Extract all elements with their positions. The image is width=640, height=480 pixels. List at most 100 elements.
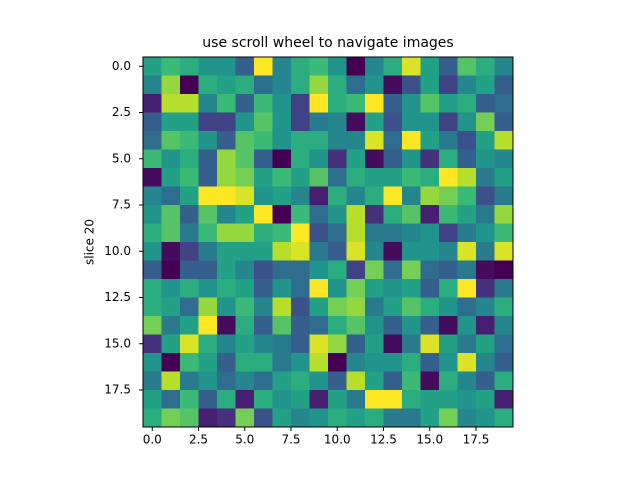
heatmap-cell	[217, 112, 236, 132]
heatmap-cell	[291, 353, 310, 372]
heatmap-cell	[328, 75, 347, 95]
heatmap-cell	[217, 57, 236, 76]
heatmap-cell	[180, 112, 199, 132]
heatmap-cell	[180, 131, 199, 150]
heatmap-cell	[291, 316, 310, 335]
heatmap-cell	[291, 242, 310, 261]
heatmap-cell	[309, 371, 329, 391]
heatmap-cell	[161, 334, 181, 354]
heatmap-cell	[328, 353, 347, 372]
heatmap-cell	[476, 149, 495, 169]
heatmap-cell	[439, 94, 458, 113]
heatmap-cell	[328, 131, 347, 150]
heatmap-cell	[402, 168, 421, 187]
heatmap-cell	[457, 94, 477, 113]
heatmap-cell	[309, 242, 329, 261]
heatmap-cell	[235, 94, 255, 113]
heatmap-cell	[198, 334, 218, 354]
heatmap-cell	[180, 75, 199, 95]
heatmap-cell	[494, 316, 514, 335]
heatmap-cell	[143, 223, 162, 243]
heatmap-cell	[291, 223, 310, 243]
heatmap-cell	[439, 297, 458, 317]
heatmap-cell	[291, 390, 310, 409]
heatmap-cell	[180, 149, 199, 169]
plot-frame	[142, 56, 514, 428]
heatmap-cell	[254, 260, 273, 280]
heatmap-cell	[420, 316, 440, 335]
heatmap-cell	[143, 112, 162, 132]
heatmap-cell	[180, 408, 199, 428]
heatmap-cell	[254, 316, 273, 335]
heatmap-cell	[235, 149, 255, 169]
heatmap-cell	[309, 57, 329, 76]
heatmap-cell	[402, 316, 421, 335]
heatmap-cell	[383, 168, 403, 187]
x-tick-label: 10.0	[324, 433, 351, 447]
heatmap-cell	[383, 205, 403, 224]
heatmap-cell	[254, 75, 273, 95]
heatmap-cell	[254, 149, 273, 169]
heatmap-cell	[217, 168, 236, 187]
heatmap-cell	[402, 131, 421, 150]
heatmap-cell	[143, 408, 162, 428]
heatmap-cell	[198, 112, 218, 132]
heatmap-cell	[346, 371, 366, 391]
y-tick-label: 17.5	[104, 383, 131, 397]
heatmap-cell	[346, 149, 366, 169]
heatmap-cell	[254, 131, 273, 150]
heatmap-cell	[217, 75, 236, 95]
heatmap-cell	[346, 168, 366, 187]
heatmap-cell	[235, 242, 255, 261]
heatmap-cell	[143, 94, 162, 113]
heatmap-cell	[476, 57, 495, 76]
heatmap-cell	[143, 297, 162, 317]
heatmap-cell	[309, 186, 329, 206]
heatmap-cell	[328, 390, 347, 409]
heatmap-cell	[365, 94, 384, 113]
x-tick-label: 2.5	[189, 433, 208, 447]
heatmap-cell	[494, 260, 514, 280]
heatmap-cell	[328, 112, 347, 132]
heatmap-cell	[235, 131, 255, 150]
heatmap-cell	[328, 94, 347, 113]
heatmap-cell	[198, 75, 218, 95]
heatmap-cell	[217, 390, 236, 409]
heatmap-cell	[143, 279, 162, 298]
heatmap-cell	[272, 297, 292, 317]
heatmap-cell	[476, 408, 495, 428]
heatmap-cell	[143, 205, 162, 224]
heatmap-cell	[272, 168, 292, 187]
heatmap-cell	[346, 242, 366, 261]
heatmap-cell	[309, 353, 329, 372]
heatmap-cell	[365, 186, 384, 206]
heatmap-cell	[254, 94, 273, 113]
heatmap-cell	[420, 390, 440, 409]
heatmap-cell	[328, 223, 347, 243]
heatmap-cell	[365, 353, 384, 372]
heatmap-cell	[254, 297, 273, 317]
heatmap-cell	[254, 353, 273, 372]
heatmap-cell	[161, 205, 181, 224]
heatmap-cell	[420, 168, 440, 187]
heatmap-cell	[494, 131, 514, 150]
heatmap-cell	[476, 131, 495, 150]
heatmap-cell	[457, 112, 477, 132]
heatmap-cell	[328, 297, 347, 317]
heatmap-cell	[476, 186, 495, 206]
y-tick-label: 0.0	[112, 59, 131, 73]
heatmap-cell	[143, 168, 162, 187]
heatmap-cell	[383, 149, 403, 169]
heatmap-cell	[346, 186, 366, 206]
heatmap-cell	[291, 94, 310, 113]
heatmap-cell	[180, 334, 199, 354]
heatmap-cell	[494, 168, 514, 187]
heatmap-cell	[143, 186, 162, 206]
heatmap-cell	[439, 353, 458, 372]
heatmap-cell	[291, 205, 310, 224]
heatmap-cell	[365, 131, 384, 150]
heatmap-cell	[291, 334, 310, 354]
heatmap-cell	[383, 316, 403, 335]
heatmap-cell	[476, 94, 495, 113]
heatmap-cell	[439, 390, 458, 409]
